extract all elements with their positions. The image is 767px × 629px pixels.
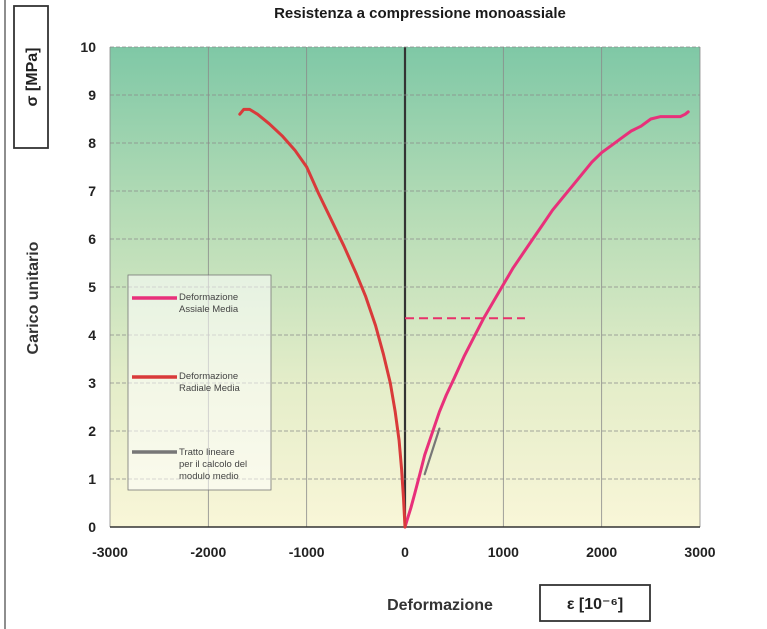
y-tick-label: 6 — [88, 231, 96, 247]
y-tick-label: 10 — [80, 39, 96, 55]
y-tick-label: 4 — [88, 327, 96, 343]
y-tick-label: 5 — [88, 279, 96, 295]
y-tick-label: 0 — [88, 519, 96, 535]
y-unit-label: σ [MPa] — [24, 48, 41, 107]
series-line-assiale — [403, 110, 690, 529]
series-line-tratto-lineare — [423, 427, 441, 476]
y-ticks: 0 1 2 3 4 5 6 7 8 9 10 — [80, 39, 96, 535]
legend-box — [127, 274, 272, 491]
legend-label-tratto-2: per il calcolo del — [179, 459, 247, 470]
y-tick-label: 9 — [88, 87, 96, 103]
y-tick-label: 2 — [88, 423, 96, 439]
y-tick-label: 8 — [88, 135, 96, 151]
legend-label-radiale-1: Deformazione — [179, 371, 238, 382]
series-layer — [238, 107, 690, 529]
x-unit-label: ε [10⁻⁶] — [567, 596, 623, 613]
legend-label-assiale-2: Assiale Media — [179, 304, 239, 315]
legend-label-assiale-1: Deformazione — [179, 292, 238, 303]
legend-label-radiale-2: Radiale Media — [179, 383, 240, 394]
y-tick-label: 1 — [88, 471, 96, 487]
legend: Deformazione Assiale Media Deformazione … — [127, 274, 272, 491]
y-tick-label: 7 — [88, 183, 96, 199]
y-axis-label: Carico unitario — [25, 241, 42, 354]
x-axis-label: Deformazione — [387, 597, 493, 614]
x-tick-label: -3000 — [92, 544, 128, 560]
y-unit-box: σ [MPa] — [13, 5, 49, 149]
x-tick-label: 3000 — [684, 544, 715, 560]
legend-label-tratto-1: Tratto lineare — [179, 447, 235, 458]
series-line-radiale — [238, 107, 407, 529]
x-unit-box: ε [10⁻⁶] — [539, 584, 651, 622]
x-tick-label: 2000 — [586, 544, 617, 560]
x-tick-label: -1000 — [289, 544, 325, 560]
x-tick-label: -2000 — [190, 544, 226, 560]
y-tick-label: 3 — [88, 375, 96, 391]
legend-label-tratto-3: modulo medio — [179, 471, 239, 482]
x-ticks: -3000 -2000 -1000 0 1000 2000 3000 — [92, 544, 716, 560]
x-tick-label: 1000 — [488, 544, 519, 560]
chart-title: Resistenza a compressione monoassiale — [274, 5, 566, 22]
x-tick-label: 0 — [401, 544, 409, 560]
